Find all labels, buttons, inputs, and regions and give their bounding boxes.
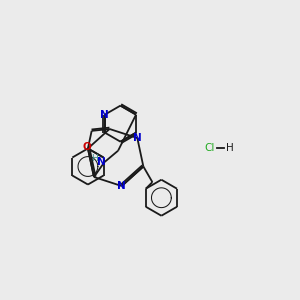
Text: N: N	[100, 110, 109, 120]
Text: N: N	[117, 181, 126, 191]
Text: H: H	[91, 154, 98, 163]
Text: N: N	[133, 133, 142, 143]
Text: H: H	[226, 143, 234, 153]
Text: O: O	[82, 142, 91, 152]
Text: Cl: Cl	[204, 143, 214, 153]
Text: N: N	[97, 157, 106, 167]
